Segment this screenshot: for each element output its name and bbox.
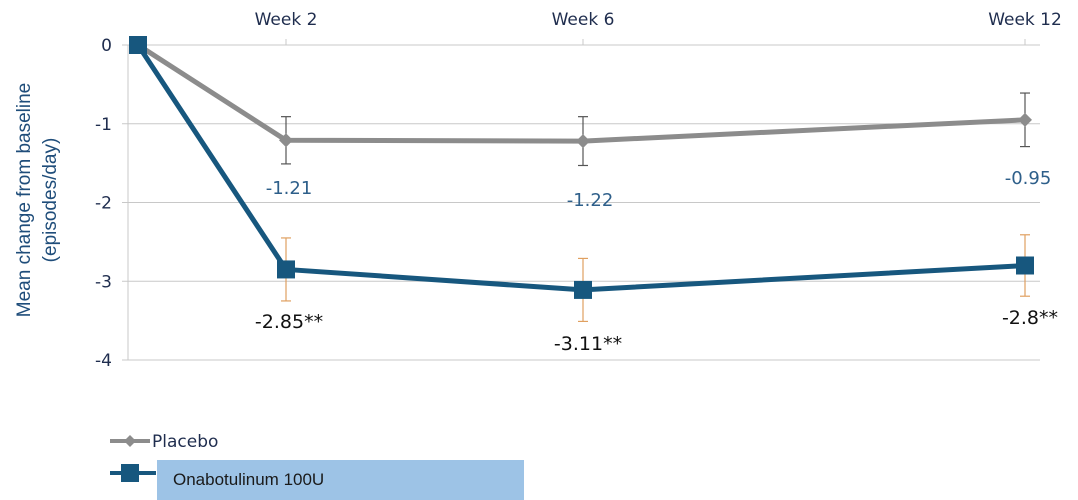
data-point-marker (1018, 112, 1032, 127)
legend: Placebo (110, 432, 218, 482)
x-axis: Week 2 Week 6 Week 12 (255, 10, 1062, 45)
y-tick-label: -4 (95, 351, 112, 371)
legend-item-onabotulinum (110, 464, 156, 482)
data-point-marker (279, 133, 293, 148)
y-axis-label-group: Mean change from baseline (episodes/day) (14, 83, 61, 317)
series-line (136, 42, 1026, 144)
y-axis-label-line: Mean change from baseline (14, 83, 35, 317)
y-tick-label: 0 (101, 36, 112, 56)
data-label: -3.11** (554, 333, 622, 355)
legend-item-placebo: Placebo (110, 432, 218, 452)
y-tick-label: -3 (95, 272, 112, 292)
grid (128, 44, 1040, 361)
data-point-marker (277, 260, 295, 279)
legend-marker (121, 464, 139, 482)
data-labels: -1.21 -1.22 -0.95 -2.85** -3.11** -2.8** (255, 168, 1058, 355)
legend-series-label-box: Onabotulinum 100U (157, 460, 524, 500)
data-point-marker (576, 134, 590, 149)
data-label: -1.21 (266, 178, 313, 199)
series-onabotulinum (129, 36, 1034, 323)
data-point-marker (1016, 256, 1034, 275)
y-tick-label: -1 (95, 115, 112, 135)
y-axis-label: Mean change from baseline (episodes/day) (14, 83, 61, 317)
x-tick-label: Week 6 (552, 10, 615, 30)
series-line (135, 43, 1026, 293)
data-label: -1.22 (567, 190, 614, 211)
x-tick-label: Week 12 (988, 10, 1062, 30)
data-label: -0.95 (1005, 168, 1052, 189)
legend-label: Placebo (152, 432, 218, 452)
data-label: -2.85** (255, 311, 323, 333)
data-label: -2.8** (1002, 307, 1058, 329)
y-tick-label: -2 (95, 194, 112, 214)
x-tick-label: Week 2 (255, 10, 318, 30)
series (129, 36, 1034, 323)
data-point-marker (129, 36, 147, 54)
data-point-marker (574, 280, 592, 299)
y-axis-label-line: (episodes/day) (40, 138, 61, 263)
y-axis: 0 -1 -2 -3 -4 (95, 36, 129, 371)
series-placebo (131, 38, 1032, 167)
legend-marker (124, 435, 136, 447)
